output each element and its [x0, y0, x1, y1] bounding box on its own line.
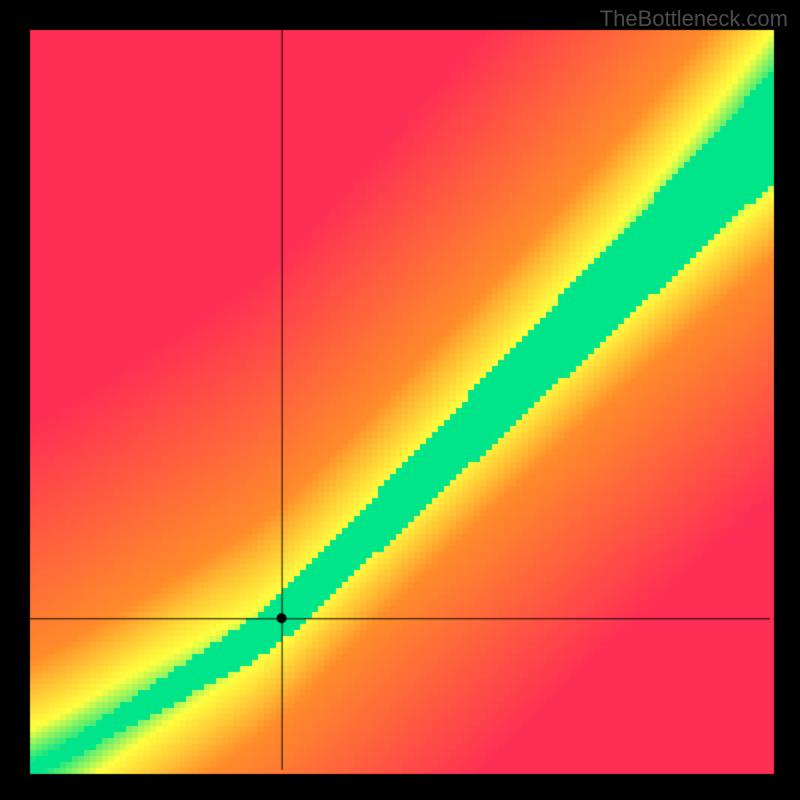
watermark-text: TheBottleneck.com	[600, 6, 788, 32]
bottleneck-heatmap	[0, 0, 800, 800]
